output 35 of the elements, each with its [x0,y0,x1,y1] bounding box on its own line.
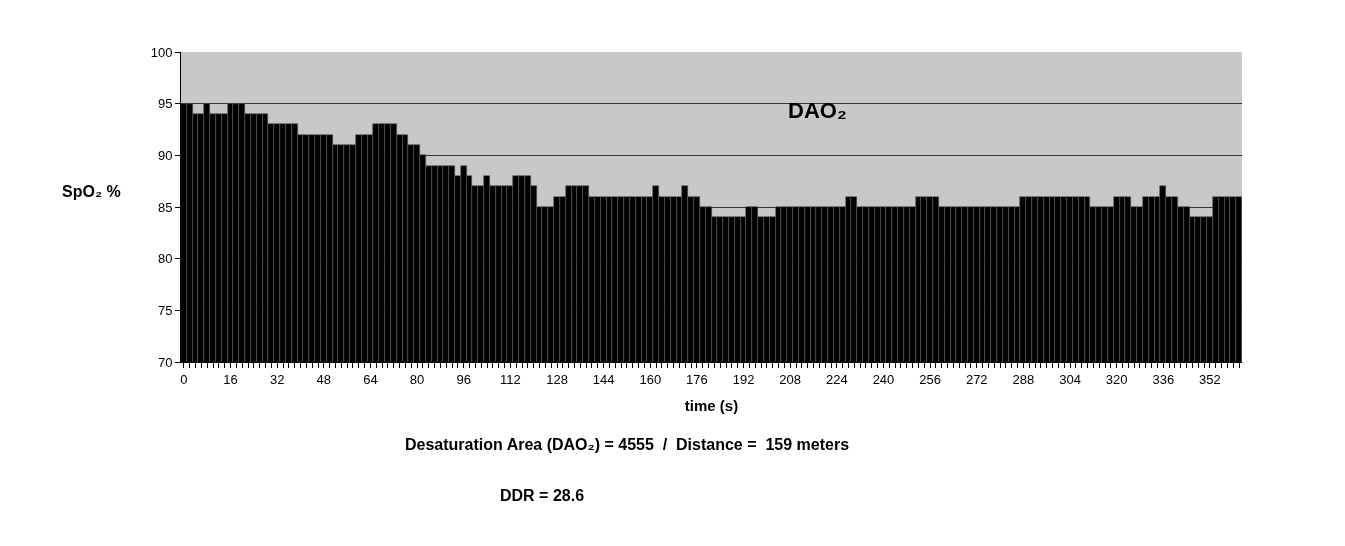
x-tick-label: 80 [409,371,425,387]
y-axis-title: SpO₂ % [62,183,121,200]
x-tick-label: 304 [1059,371,1081,387]
annotation: DAO₂ [788,98,847,123]
x-tick-label: 336 [1152,371,1175,387]
x-tick-label: 208 [779,371,802,387]
x-tick-label: 320 [1105,371,1128,387]
text: Desaturation Area (DAO₂) = 4555 / Distance = 159 meters [405,436,850,453]
y-tick-label: 75 [157,302,173,318]
x-tick-label: 112 [500,371,521,387]
y-tick-label: 95 [157,96,173,112]
y-tick-label: 100 [150,44,173,60]
x-tick-label: 144 [592,371,615,387]
y-tick-label: 85 [157,199,173,215]
x-tick-label: 192 [732,371,755,387]
x-tick-label: 16 [223,371,238,387]
x-tick-label: 224 [825,371,848,387]
x-tick-label: 48 [316,371,332,387]
x-tick-label: 176 [686,371,708,387]
x-tick-label: 288 [1012,371,1035,387]
x-tick-label: 240 [872,371,895,387]
x-tick-label: 160 [639,371,662,387]
x-tick-label: 272 [965,371,988,387]
text: DDR = 28.6 [500,487,585,504]
x-tick-label: 256 [919,371,941,387]
y-tick-label: 90 [157,147,173,163]
x-axis-title: time (s) [684,396,739,414]
y-tick-label: 80 [157,251,173,267]
x-tick-label: 32 [269,371,285,387]
x-tick-label: 64 [363,371,378,387]
y-tick-label: 70 [157,354,173,370]
x-tick-label: 96 [456,371,471,387]
x-tick-label: 128 [546,371,568,387]
x-tick-label: 0 [180,371,188,387]
x-tick-label: 352 [1199,371,1221,387]
